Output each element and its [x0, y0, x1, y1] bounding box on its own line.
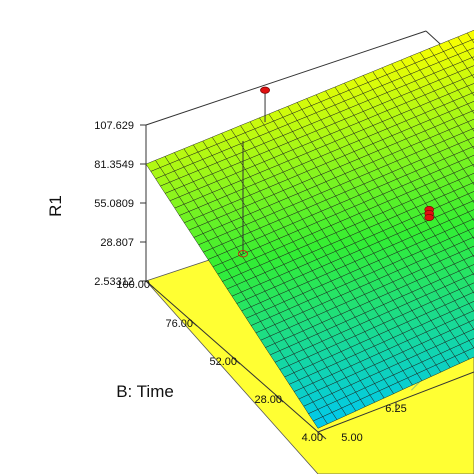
design-point-marker [260, 86, 270, 94]
design-point-marker [424, 214, 435, 222]
x-axis [317, 402, 397, 440]
surface-cell [312, 416, 328, 429]
x-tick-label: 5.00 [341, 432, 362, 444]
y-tick-label: 100.00 [116, 279, 150, 291]
design-point [260, 86, 270, 123]
y-tick-label: 76.00 [165, 318, 193, 330]
z-tick-label: 81.3549 [94, 159, 134, 171]
y-tick-label: 52.00 [209, 356, 237, 368]
z-tick-label: 107.629 [94, 120, 134, 132]
design-point [238, 140, 248, 258]
response-surface [145, 29, 474, 429]
z-tick-label: 2.53312 [94, 276, 134, 288]
y-tick-label: 28.00 [254, 394, 282, 406]
y-tick-label: 4.00 [302, 432, 323, 444]
z-axis [140, 124, 146, 282]
z-tick-label: 55.0809 [94, 198, 134, 210]
z-tick-label: 28.807 [100, 237, 134, 249]
design-point [424, 206, 435, 222]
z-axis-title: R1 [46, 195, 65, 217]
design-point-marker [238, 250, 248, 258]
y-axis [145, 280, 327, 440]
x-tick-label: 6.25 [385, 403, 406, 415]
design-points [238, 86, 435, 258]
y-axis-title: B: Time [116, 382, 174, 401]
